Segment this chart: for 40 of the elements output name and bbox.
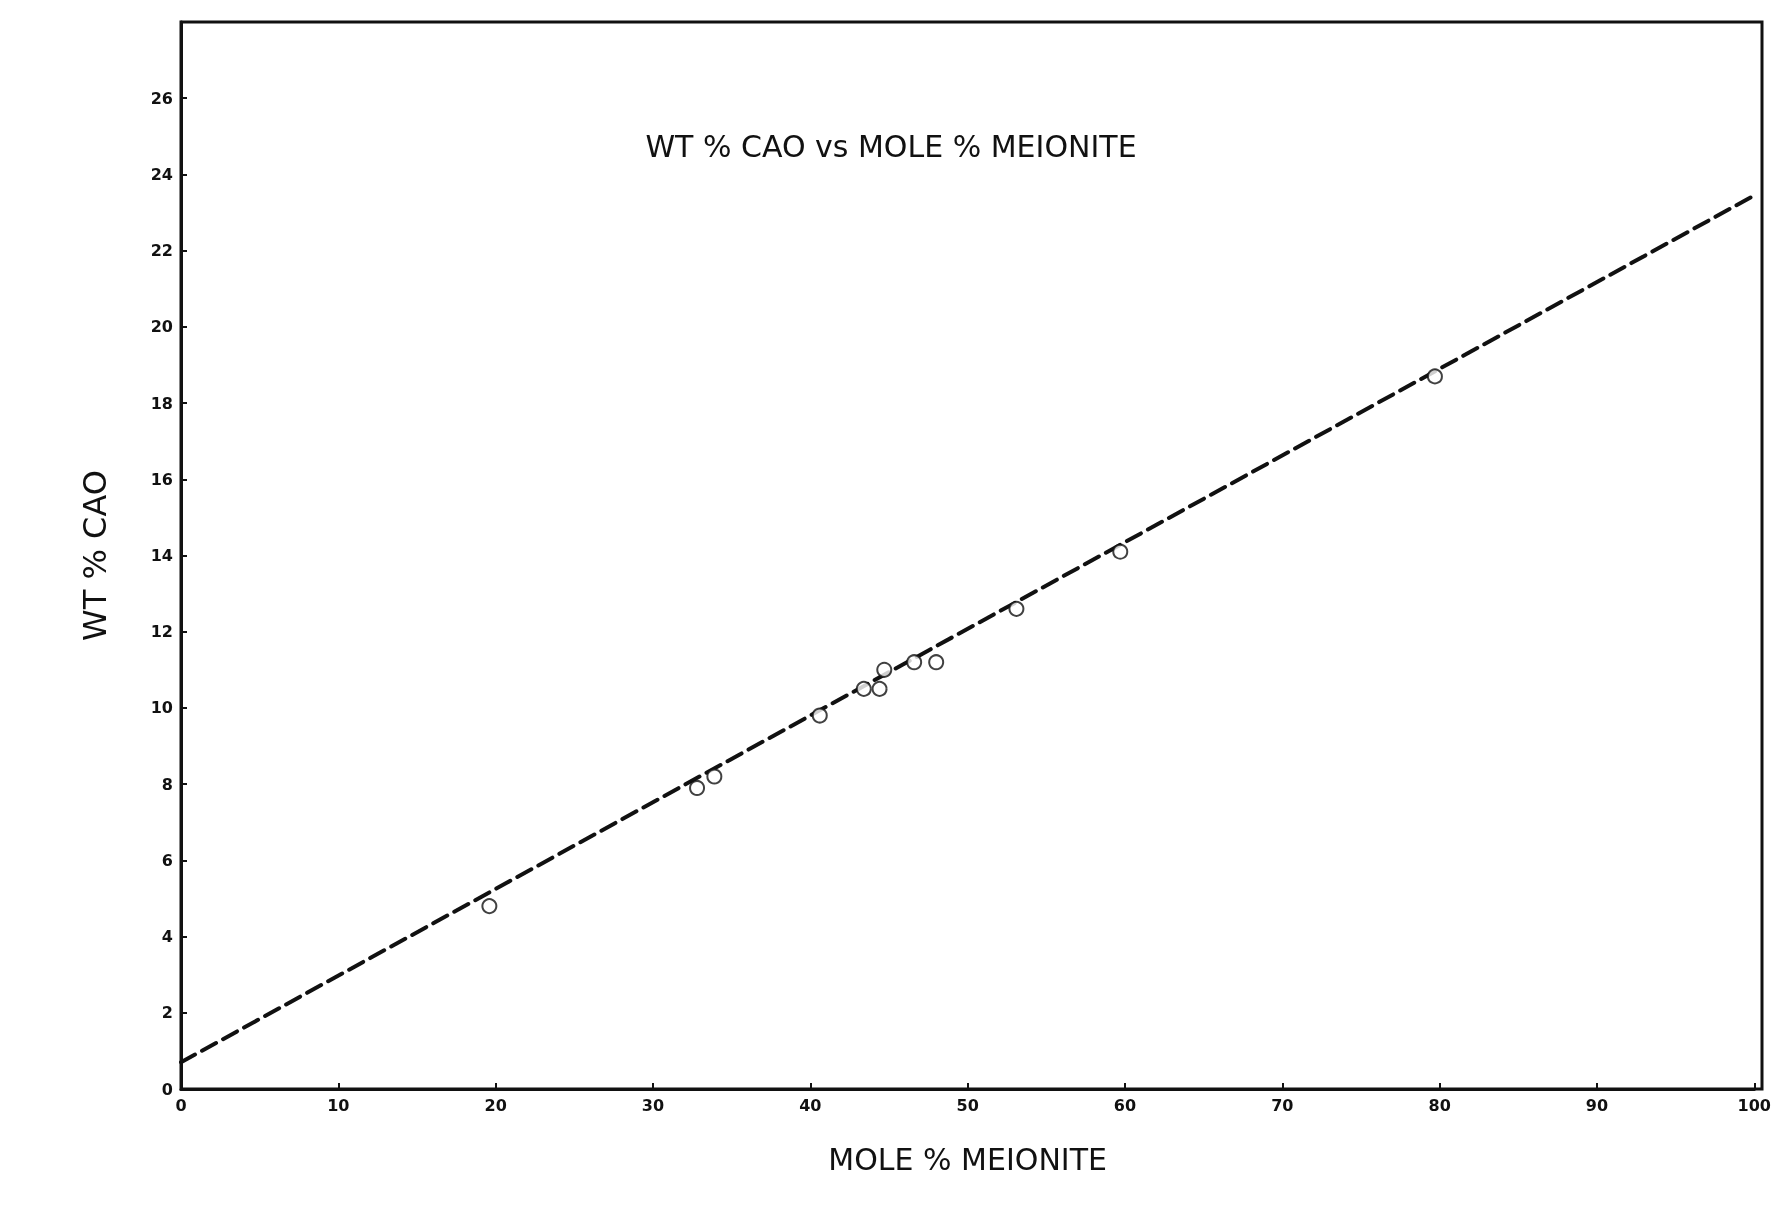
y-tick-label: 16 <box>150 469 173 489</box>
point <box>876 661 893 678</box>
x-tick-label: 60 <box>1113 1095 1137 1115</box>
point <box>1426 368 1443 385</box>
point <box>928 654 945 671</box>
x-tick-label: 50 <box>956 1095 979 1115</box>
point <box>1112 543 1129 560</box>
x-tick-label: 20 <box>484 1095 507 1115</box>
y-tick-label: 12 <box>150 622 173 642</box>
text: WT % CAO vs MOLE % MEIONITE <box>645 128 1137 164</box>
y-tick-label: 4 <box>161 927 173 947</box>
y-tick-label: 14 <box>150 546 173 565</box>
x-tick-label: 0 <box>175 1095 187 1115</box>
x-tick-label: 70 <box>1271 1095 1294 1115</box>
y-tick-label: 20 <box>150 317 173 337</box>
point <box>855 680 872 697</box>
x-tick-label: 40 <box>799 1095 822 1115</box>
x-tick-label: 30 <box>641 1095 665 1115</box>
point <box>706 768 723 785</box>
x-tick-label: 80 <box>1428 1095 1451 1115</box>
point <box>811 707 828 724</box>
y-tick-label: 10 <box>150 698 173 718</box>
point <box>1008 600 1025 617</box>
x-tick-label: 10 <box>327 1095 350 1115</box>
point <box>871 680 888 697</box>
x-axis-title: MOLE % MEIONITE <box>828 1141 1107 1177</box>
point <box>906 654 923 671</box>
y-tick-label: 2 <box>161 1003 173 1023</box>
y-tick-label: 24 <box>150 164 173 184</box>
y-tick-label: 18 <box>150 393 173 413</box>
point <box>481 898 498 915</box>
y-tick-label: 22 <box>150 241 173 261</box>
y-axis-title: WT % CAO <box>76 470 114 641</box>
y-tick-label: 6 <box>161 850 173 870</box>
y-tick-label: 8 <box>161 774 173 794</box>
x-tick-label: 90 <box>1585 1095 1609 1115</box>
y-tick-label: 26 <box>150 88 173 108</box>
point <box>689 779 706 796</box>
y-tick-label: 0 <box>161 1079 173 1099</box>
x-tick-label: 100 <box>1737 1095 1771 1115</box>
